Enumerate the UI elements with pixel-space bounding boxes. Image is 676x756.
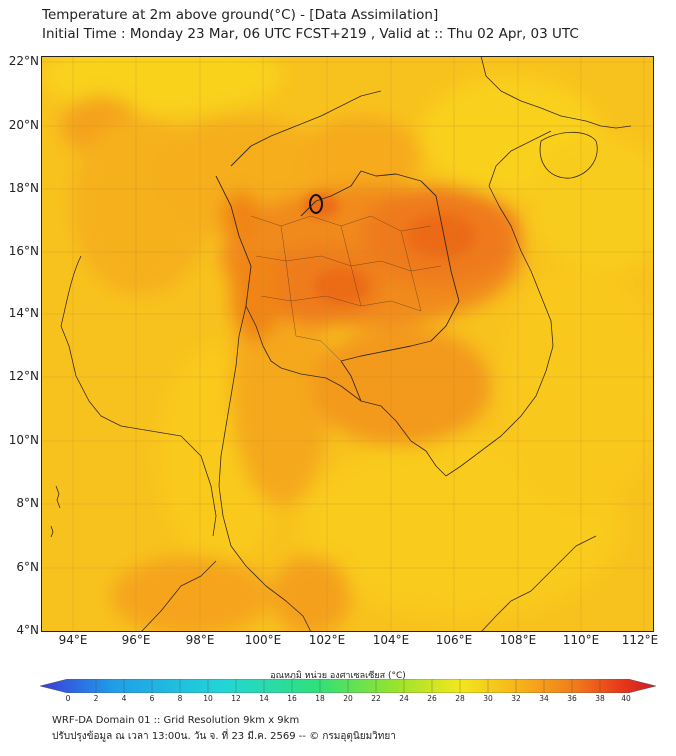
lon-label-94e: 94°E <box>58 633 88 647</box>
colorbar-tick-24: 24 <box>399 694 409 703</box>
colorbar-title: อุณหภูมิ หน่วย องศาเซลเซียส (°C) <box>270 671 406 681</box>
colorbar-tick-8: 8 <box>177 694 183 703</box>
lat-label-8n: 8°N <box>16 496 39 510</box>
colorbar-tick-10: 10 <box>203 694 213 703</box>
colorbar-tick-marks <box>95 679 601 693</box>
colorbar-tick-26: 26 <box>427 694 437 703</box>
map-canvas <box>41 56 654 632</box>
colorbar-tick-36: 36 <box>567 694 577 703</box>
colorbar-tick-12: 12 <box>231 694 241 703</box>
lat-label-12n: 12°N <box>8 369 39 383</box>
colorbar-tick-40: 40 <box>621 694 631 703</box>
colorbar-tick-4: 4 <box>121 694 127 703</box>
colorbar-svg <box>39 678 657 694</box>
colorbar-tick-30: 30 <box>483 694 493 703</box>
colorbar-tick-6: 6 <box>149 694 155 703</box>
colorbar-tick-20: 20 <box>343 694 353 703</box>
colorbar <box>39 678 657 694</box>
colorbar-tick-16: 16 <box>287 694 297 703</box>
temperature-map <box>41 56 654 632</box>
max-temperature-contour <box>309 194 323 214</box>
lon-label-104e: 104°E <box>372 633 410 647</box>
colorbar-tick-14: 14 <box>259 694 269 703</box>
map-title: Temperature at 2m above ground(°C) - [Da… <box>42 6 579 44</box>
colorbar-tick-2: 2 <box>93 694 99 703</box>
lat-label-16n: 16°N <box>8 244 39 258</box>
lon-label-100e: 100°E <box>244 633 282 647</box>
lat-label-18n: 18°N <box>8 181 39 195</box>
lon-label-102e: 102°E <box>308 633 346 647</box>
colorbar-tick-28: 28 <box>455 694 465 703</box>
colorbar-tick-32: 32 <box>511 694 521 703</box>
province-lines <box>250 215 442 362</box>
footer-line-2: ปรับปรุงข้อมูล ณ เวลา 13:00น. วัน จ. ที่… <box>52 731 396 742</box>
lon-label-106e: 106°E <box>435 633 473 647</box>
title-line-2: Initial Time : Monday 23 Mar, 06 UTC FCS… <box>42 26 579 42</box>
title-line-1: Temperature at 2m above ground(°C) - [Da… <box>42 7 439 23</box>
temperature-shading <box>41 56 654 632</box>
graticule <box>41 56 654 632</box>
lat-label-4n: 4°N <box>16 623 39 637</box>
lon-label-98e: 98°E <box>185 633 215 647</box>
lon-label-112e: 112°E <box>621 633 659 647</box>
lat-label-14n: 14°N <box>8 306 39 320</box>
lat-label-20n: 20°N <box>8 118 39 132</box>
lon-label-96e: 96°E <box>121 633 151 647</box>
lat-label-6n: 6°N <box>16 560 39 574</box>
colorbar-tick-34: 34 <box>539 694 549 703</box>
lat-label-22n: 22°N <box>8 54 39 68</box>
colorbar-tick-22: 22 <box>371 694 381 703</box>
lon-label-108e: 108°E <box>499 633 537 647</box>
coastlines <box>50 56 632 632</box>
footer-line-1: WRF-DA Domain 01 :: Grid Resolution 9km … <box>52 715 300 726</box>
colorbar-tick-0: 0 <box>65 694 71 703</box>
lon-label-110e: 110°E <box>562 633 600 647</box>
lat-label-10n: 10°N <box>8 433 39 447</box>
colorbar-tick-18: 18 <box>315 694 325 703</box>
colorbar-tick-38: 38 <box>595 694 605 703</box>
map-frame <box>41 56 654 632</box>
footer: WRF-DA Domain 01 :: Grid Resolution 9km … <box>52 713 396 745</box>
